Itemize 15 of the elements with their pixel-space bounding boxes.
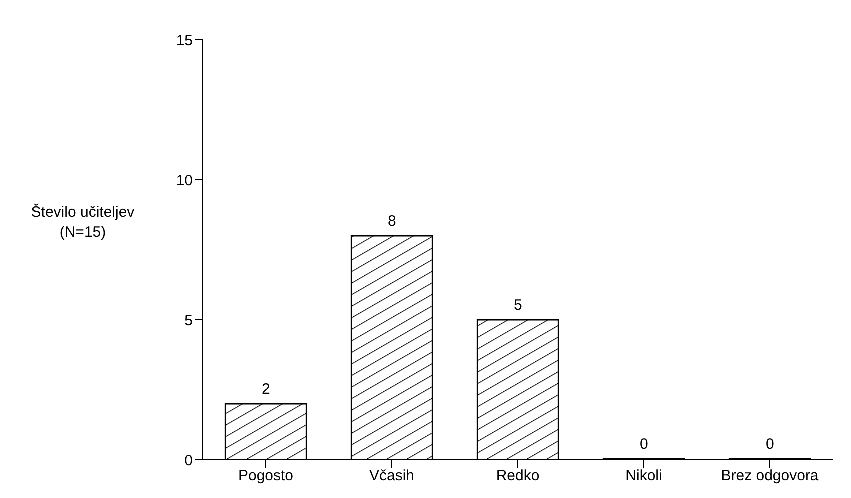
y-axis-title: Število učiteljev (N=15) (30, 203, 136, 243)
x-tick-label: Pogosto (238, 468, 294, 485)
x-tick-label: Nikoli (626, 468, 662, 485)
data-label: 2 (262, 381, 270, 398)
y-tick-label: 10 (176, 172, 193, 190)
data-label: 0 (640, 436, 648, 453)
x-tick-label: Včasih (369, 468, 415, 485)
x-tick-label: Redko (496, 468, 540, 485)
x-tick-label: Brez odgovora (721, 468, 820, 485)
data-label: 5 (514, 297, 522, 314)
data-label: 8 (388, 213, 396, 230)
data-label: 0 (766, 436, 774, 453)
y-tick-label: 0 (184, 452, 193, 470)
y-tick-label: 5 (184, 312, 193, 330)
y-tick-label: 15 (176, 32, 193, 50)
